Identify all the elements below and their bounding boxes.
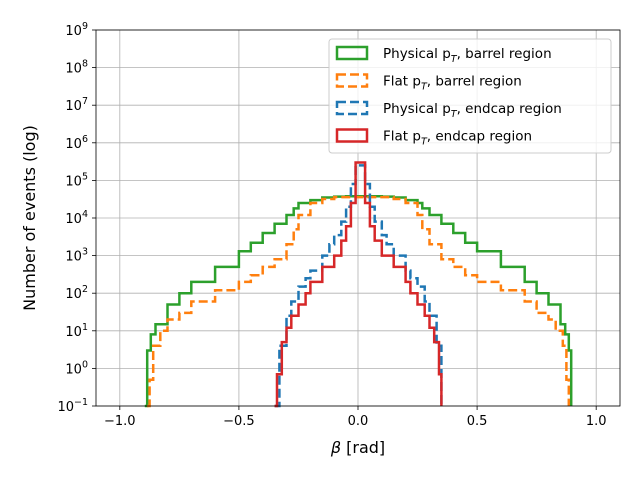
legend-entry-label: Physical pT, barrel region <box>383 46 552 65</box>
legend-swatch <box>335 128 369 143</box>
y-axis-label: Number of events (log) <box>20 125 39 311</box>
legend-label-prefix: Flat p <box>383 74 421 90</box>
legend-box <box>328 38 612 154</box>
y-tick-exponent: 8 <box>82 59 88 70</box>
x-tick-label: 1.0 <box>586 414 607 429</box>
series-step-line <box>147 195 571 408</box>
y-tick-base: 10 <box>65 212 82 227</box>
legend-label-suffix: , endcap region <box>427 129 532 145</box>
legend-entry-label: Flat pT, endcap region <box>383 129 532 148</box>
y-tick-base: 10 <box>65 99 82 114</box>
legend-entry-label: Flat pT, barrel region <box>383 74 522 93</box>
legend-label-prefix: Flat p <box>383 129 421 145</box>
y-tick-base: 10 <box>65 325 82 340</box>
y-tick-label: 109 <box>65 21 88 39</box>
y-tick-label: 10−1 <box>57 397 88 415</box>
y-tick-base: 10 <box>57 400 74 415</box>
y-tick-exponent: 5 <box>82 171 88 182</box>
y-tick-base: 10 <box>65 362 82 377</box>
y-tick-label: 105 <box>65 171 88 189</box>
y-tick-label: 100 <box>65 359 88 377</box>
y-tick-exponent: 3 <box>82 247 88 258</box>
y-tick-label: 107 <box>65 96 88 114</box>
y-tick-label: 106 <box>65 134 88 152</box>
axis-ticks: −1.0 −0.5 0.0 0.5 1.010−11001011021031041051… <box>57 21 606 429</box>
legend-label-prefix: Physical p <box>383 46 451 62</box>
legend-label-subscript: T <box>451 109 458 120</box>
legend-entry-label: Physical pT, endcap region <box>383 101 562 120</box>
y-tick-base: 10 <box>65 24 82 39</box>
x-axis-label: β [rad] <box>330 438 385 457</box>
y-tick-label: 104 <box>65 209 88 227</box>
legend-label-suffix: , barrel region <box>427 74 522 90</box>
series-group <box>144 161 573 408</box>
x-tick-label: 0.0 <box>348 414 369 429</box>
legend-label-subscript: T <box>421 82 428 93</box>
y-tick-label: 102 <box>65 284 88 302</box>
y-tick-label: 108 <box>65 59 88 77</box>
y-tick-exponent: 9 <box>82 21 88 32</box>
y-tick-base: 10 <box>65 62 82 77</box>
y-tick-exponent: 1 <box>82 322 88 333</box>
y-tick-exponent: 0 <box>82 359 88 370</box>
y-tick-exponent: −1 <box>74 397 88 408</box>
x-tick-label: −0.5 <box>223 414 255 429</box>
legend-label-subscript: T <box>421 137 428 148</box>
y-tick-base: 10 <box>65 174 82 189</box>
y-tick-base: 10 <box>65 250 82 265</box>
x-axis-label-unit: [rad] <box>341 438 385 457</box>
series-step-line <box>274 164 443 408</box>
x-tick-label: 0.5 <box>467 414 488 429</box>
x-tick-label: −1.0 <box>104 414 136 429</box>
legend-swatch <box>335 100 369 116</box>
x-axis-label-symbol: β <box>330 438 341 457</box>
legend-swatch <box>335 45 369 61</box>
y-tick-exponent: 7 <box>82 96 88 107</box>
y-tick-label: 101 <box>65 322 88 340</box>
legend-label-suffix: , endcap region <box>457 101 562 117</box>
y-tick-exponent: 6 <box>82 134 88 145</box>
y-tick-base: 10 <box>65 137 82 152</box>
y-tick-label: 103 <box>65 247 88 265</box>
y-tick-base: 10 <box>65 287 82 302</box>
legend-swatch <box>335 73 369 88</box>
y-tick-exponent: 4 <box>82 209 88 220</box>
legend-label-suffix: , barrel region <box>457 46 552 62</box>
legend-label-prefix: Physical p <box>383 101 451 117</box>
y-tick-exponent: 2 <box>82 284 88 295</box>
legend-label-subscript: T <box>451 54 458 65</box>
series-step-line <box>274 161 443 408</box>
